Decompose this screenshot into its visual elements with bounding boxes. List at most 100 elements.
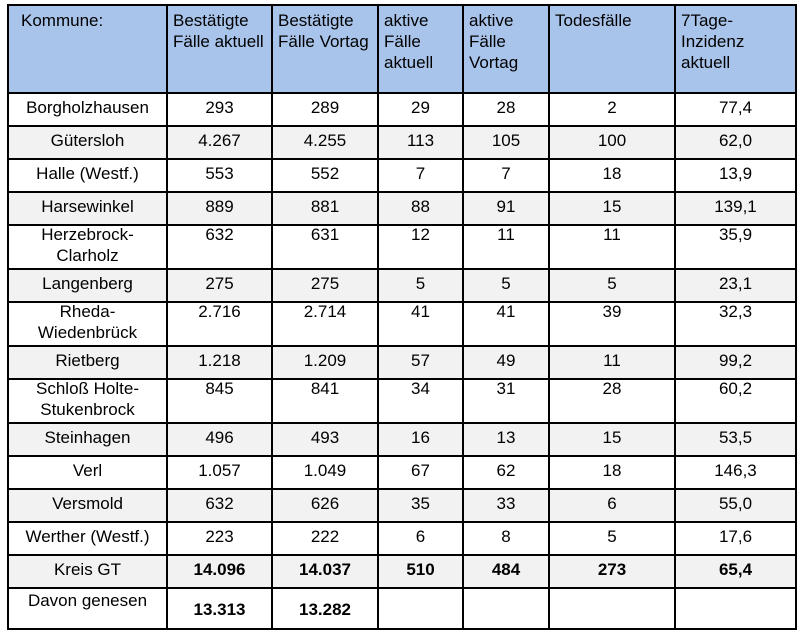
cell-confirmed-current: 293 — [166, 92, 273, 127]
cell-confirmed-current: 845 — [166, 378, 273, 424]
cell-incidence: 65,4 — [674, 554, 797, 589]
header-kommune: Kommune: — [7, 4, 168, 94]
cell-confirmed-current: 14.096 — [166, 554, 273, 589]
cell-active-current: 7 — [377, 158, 464, 193]
cell-deaths: 15 — [548, 422, 676, 457]
cell-active-current — [377, 587, 464, 630]
cell-active-current: 35 — [377, 488, 464, 523]
cell-active-previous: 33 — [462, 488, 550, 523]
cell-confirmed-previous: 841 — [271, 378, 379, 424]
cell-incidence: 53,5 — [674, 422, 797, 457]
table-row-recovered: Davon genesen 13.313 13.282 — [7, 587, 797, 630]
cell-confirmed-current: 13.313 — [166, 587, 273, 630]
cell-active-previous: 105 — [462, 125, 550, 160]
table-row: Versmold 632 626 35 33 6 55,0 — [7, 488, 797, 523]
table-row: Herzebrock- Clarholz 632 631 12 11 11 35… — [7, 224, 797, 270]
table-row: Schloß Holte- Stukenbrock 845 841 34 31 … — [7, 378, 797, 424]
cell-incidence: 35,9 — [674, 224, 797, 270]
cell-active-current: 41 — [377, 301, 464, 347]
cell-confirmed-current: 1.057 — [166, 455, 273, 490]
header-active-current: aktive Fälle aktuell — [377, 4, 464, 94]
cell-active-previous: 91 — [462, 191, 550, 226]
covid-case-table: Kommune: Bestätigte Fälle aktuell Bestät… — [7, 4, 797, 630]
cell-deaths: 273 — [548, 554, 676, 589]
cell-confirmed-previous: 2.714 — [271, 301, 379, 347]
cell-active-current: 510 — [377, 554, 464, 589]
cell-deaths: 6 — [548, 488, 676, 523]
cell-confirmed-current: 1.218 — [166, 345, 273, 380]
table-row: Langenberg 275 275 5 5 5 23,1 — [7, 268, 797, 303]
cell-active-previous: 484 — [462, 554, 550, 589]
cell-incidence: 99,2 — [674, 345, 797, 380]
cell-kommune: Steinhagen — [7, 422, 168, 457]
cell-active-previous: 11 — [462, 224, 550, 270]
cell-kommune: Versmold — [7, 488, 168, 523]
cell-confirmed-previous: 289 — [271, 92, 379, 127]
cell-confirmed-previous: 1.049 — [271, 455, 379, 490]
cell-confirmed-current: 275 — [166, 268, 273, 303]
cell-incidence: 60,2 — [674, 378, 797, 424]
cell-deaths: 5 — [548, 268, 676, 303]
cell-confirmed-current: 632 — [166, 224, 273, 270]
cell-active-current: 67 — [377, 455, 464, 490]
table-row: Verl 1.057 1.049 67 62 18 146,3 — [7, 455, 797, 490]
cell-kommune: Davon genesen — [7, 587, 168, 630]
cell-incidence — [674, 587, 797, 630]
cell-active-previous: 62 — [462, 455, 550, 490]
cell-active-previous: 31 — [462, 378, 550, 424]
cell-confirmed-previous: 222 — [271, 521, 379, 556]
cell-active-previous: 7 — [462, 158, 550, 193]
cell-active-previous: 13 — [462, 422, 550, 457]
cell-confirmed-current: 223 — [166, 521, 273, 556]
header-incidence: 7Tage-Inzidenz aktuell — [674, 4, 797, 94]
cell-confirmed-previous: 1.209 — [271, 345, 379, 380]
cell-kommune: Rheda- Wiedenbrück — [7, 301, 168, 347]
cell-active-current: 16 — [377, 422, 464, 457]
cell-deaths: 18 — [548, 158, 676, 193]
cell-confirmed-previous: 13.282 — [271, 587, 379, 630]
cell-active-previous: 5 — [462, 268, 550, 303]
cell-incidence: 55,0 — [674, 488, 797, 523]
cell-confirmed-previous: 4.255 — [271, 125, 379, 160]
cell-active-previous: 41 — [462, 301, 550, 347]
table-row: Gütersloh 4.267 4.255 113 105 100 62,0 — [7, 125, 797, 160]
cell-active-current: 88 — [377, 191, 464, 226]
cell-confirmed-previous: 552 — [271, 158, 379, 193]
header-confirmed-current: Bestätigte Fälle aktuell — [166, 4, 273, 94]
cell-active-previous: 49 — [462, 345, 550, 380]
cell-kommune: Langenberg — [7, 268, 168, 303]
cell-incidence: 32,3 — [674, 301, 797, 347]
cell-deaths: 5 — [548, 521, 676, 556]
cell-active-previous: 8 — [462, 521, 550, 556]
table-row: Rietberg 1.218 1.209 57 49 11 99,2 — [7, 345, 797, 380]
cell-kommune: Halle (Westf.) — [7, 158, 168, 193]
cell-deaths: 100 — [548, 125, 676, 160]
cell-active-current: 57 — [377, 345, 464, 380]
cell-confirmed-previous: 493 — [271, 422, 379, 457]
table-row: Werther (Westf.) 223 222 6 8 5 17,6 — [7, 521, 797, 556]
cell-confirmed-current: 2.716 — [166, 301, 273, 347]
cell-kommune: Gütersloh — [7, 125, 168, 160]
cell-confirmed-previous: 881 — [271, 191, 379, 226]
cell-confirmed-previous: 631 — [271, 224, 379, 270]
cell-active-previous — [462, 587, 550, 630]
cell-confirmed-current: 4.267 — [166, 125, 273, 160]
cell-active-previous: 28 — [462, 92, 550, 127]
cell-kommune: Kreis GT — [7, 554, 168, 589]
cell-incidence: 62,0 — [674, 125, 797, 160]
cell-confirmed-previous: 275 — [271, 268, 379, 303]
cell-active-current: 6 — [377, 521, 464, 556]
table-row: Borgholzhausen 293 289 29 28 2 77,4 — [7, 92, 797, 127]
cell-kommune: Herzebrock- Clarholz — [7, 224, 168, 270]
table-row: Harsewinkel 889 881 88 91 15 139,1 — [7, 191, 797, 226]
cell-kommune: Harsewinkel — [7, 191, 168, 226]
cell-incidence: 13,9 — [674, 158, 797, 193]
cell-confirmed-current: 553 — [166, 158, 273, 193]
header-active-previous: aktive Fälle Vortag — [462, 4, 550, 94]
cell-incidence: 23,1 — [674, 268, 797, 303]
cell-confirmed-previous: 626 — [271, 488, 379, 523]
cell-active-current: 5 — [377, 268, 464, 303]
cell-kommune: Schloß Holte- Stukenbrock — [7, 378, 168, 424]
header-row: Kommune: Bestätigte Fälle aktuell Bestät… — [7, 4, 797, 94]
cell-incidence: 139,1 — [674, 191, 797, 226]
